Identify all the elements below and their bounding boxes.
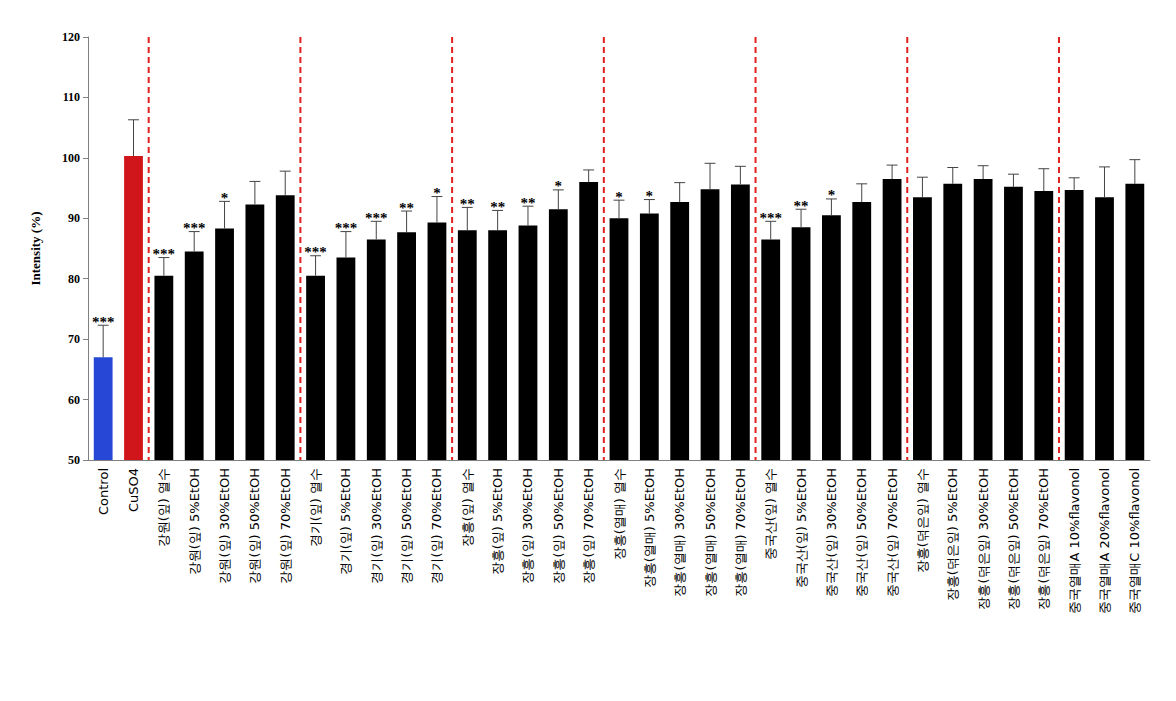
svg-text:강원(잎) 5%EtOH: 강원(잎) 5%EtOH [187, 468, 202, 575]
svg-text:*: * [555, 178, 563, 194]
svg-text:장흥(잎) 50%EtOH: 장흥(잎) 50%EtOH [551, 468, 566, 584]
svg-text:100: 100 [62, 151, 80, 165]
svg-text:110: 110 [63, 90, 80, 104]
svg-text:***: *** [759, 210, 782, 226]
svg-text:경기(잎) 30%EtOH: 경기(잎) 30%EtOH [369, 468, 384, 584]
svg-text:강원(잎) 열수: 강원(잎) 열수 [156, 468, 171, 547]
svg-text:50: 50 [68, 453, 80, 467]
svg-text:***: *** [92, 314, 115, 330]
svg-text:경기(잎) 70%EtOH: 경기(잎) 70%EtOH [429, 468, 444, 584]
svg-text:중국산(잎) 50%EtOH: 중국산(잎) 50%EtOH [854, 468, 869, 597]
svg-text:중국열매A 20%flavonol: 중국열매A 20%flavonol [1097, 468, 1112, 614]
svg-text:장흥(덖은잎) 5%EtOH: 장흥(덖은잎) 5%EtOH [945, 468, 960, 601]
svg-text:중국산(잎) 열수: 중국산(잎) 열수 [763, 468, 778, 560]
svg-text:**: ** [460, 196, 475, 212]
svg-text:***: *** [304, 244, 327, 260]
svg-text:경기(잎) 열수: 경기(잎) 열수 [308, 468, 323, 547]
svg-text:중국산(잎) 30%EtOH: 중국산(잎) 30%EtOH [824, 468, 839, 597]
svg-text:강원(잎) 50%EtOH: 강원(잎) 50%EtOH [247, 468, 262, 584]
svg-text:장흥(덖은잎) 50%EtOH: 장흥(덖은잎) 50%EtOH [1006, 468, 1021, 610]
svg-text:60: 60 [68, 393, 80, 407]
svg-text:중국산(잎) 70%EtOH: 중국산(잎) 70%EtOH [885, 468, 900, 597]
svg-text:*: * [646, 188, 654, 204]
svg-text:80: 80 [68, 272, 80, 286]
svg-text:장흥(잎) 70%EtOH: 장흥(잎) 70%EtOH [581, 468, 596, 584]
svg-text:Control: Control [96, 468, 111, 515]
svg-text:120: 120 [62, 30, 80, 44]
svg-text:**: ** [490, 199, 505, 215]
svg-text:장흥(잎) 열수: 장흥(잎) 열수 [460, 468, 475, 547]
svg-text:장흥(덖은잎) 70%EtOH: 장흥(덖은잎) 70%EtOH [1036, 468, 1051, 610]
svg-text:장흥(열매) 5%EtOH: 장흥(열매) 5%EtOH [642, 468, 657, 588]
svg-text:중국열매C 10%flavonol: 중국열매C 10%flavonol [1127, 468, 1142, 614]
svg-text:장흥(열매) 70%EtOH: 장흥(열매) 70%EtOH [733, 468, 748, 597]
svg-text:중국산(잎) 5%EtOH: 중국산(잎) 5%EtOH [794, 468, 809, 588]
svg-text:장흥(잎) 30%EtOH: 장흥(잎) 30%EtOH [520, 468, 535, 584]
svg-text:*: * [221, 190, 229, 206]
svg-text:장흥(덖은잎) 30%EtOH: 장흥(덖은잎) 30%EtOH [976, 468, 991, 610]
svg-text:*: * [433, 185, 441, 201]
svg-text:*: * [615, 189, 623, 205]
svg-text:강원(잎) 70%EtOH: 강원(잎) 70%EtOH [278, 468, 293, 584]
svg-text:경기(잎) 5%EtOH: 경기(잎) 5%EtOH [338, 468, 353, 575]
svg-text:장흥(열매) 30%EtOH: 장흥(열매) 30%EtOH [672, 468, 687, 597]
svg-text:장흥(덖은잎) 열수: 장흥(덖은잎) 열수 [915, 468, 930, 573]
svg-text:Intensity (%): Intensity (%) [28, 211, 43, 285]
svg-text:***: *** [365, 210, 388, 226]
svg-text:*: * [828, 187, 836, 203]
svg-text:70: 70 [68, 332, 80, 346]
svg-text:**: ** [520, 195, 535, 211]
svg-text:CuSO4: CuSO4 [126, 468, 141, 512]
svg-text:90: 90 [68, 211, 80, 225]
svg-text:***: *** [153, 246, 176, 262]
svg-text:**: ** [794, 198, 809, 214]
svg-text:***: *** [183, 220, 206, 236]
svg-text:**: ** [399, 200, 414, 216]
svg-text:장흥(열매) 50%EtOH: 장흥(열매) 50%EtOH [703, 468, 718, 597]
svg-text:중국열매A 10%flavonol: 중국열매A 10%flavonol [1067, 468, 1082, 614]
svg-text:강원(잎) 30%EtOH: 강원(잎) 30%EtOH [217, 468, 232, 584]
svg-text:장흥(잎) 5%EtOH: 장흥(잎) 5%EtOH [490, 468, 505, 575]
svg-text:***: *** [335, 220, 358, 236]
svg-text:장흥(열매) 열수: 장흥(열매) 열수 [612, 468, 627, 560]
svg-text:경기(잎) 50%EtOH: 경기(잎) 50%EtOH [399, 468, 414, 584]
